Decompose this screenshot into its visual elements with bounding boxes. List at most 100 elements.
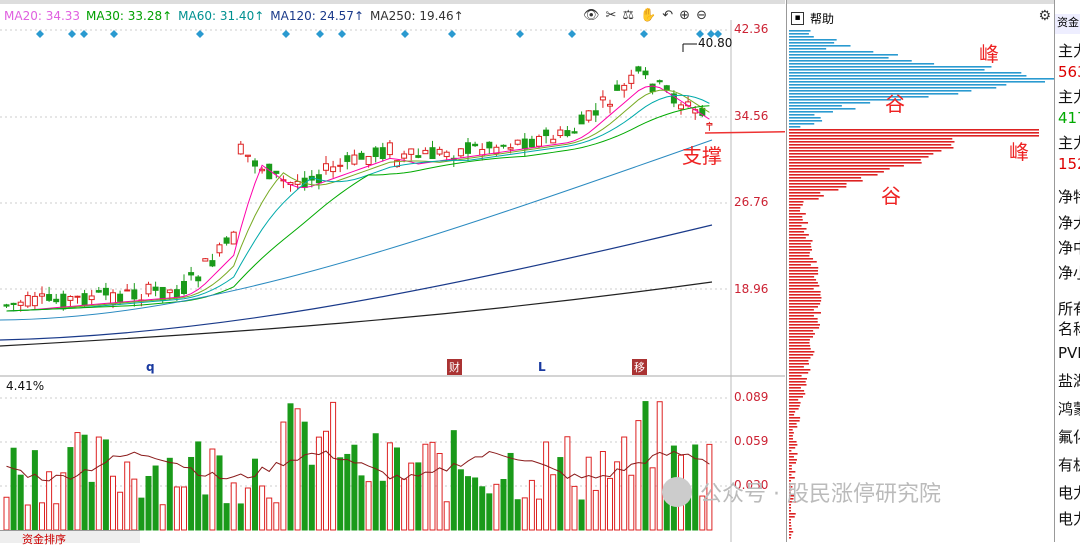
candle-body [465,142,471,154]
candle-body [536,135,542,147]
capital-row-12[interactable]: PVD [1058,344,1080,362]
help-box-icon[interactable]: ▪ [791,12,804,25]
volume-bar [173,486,180,531]
chip-bar [789,279,817,281]
volume-bar [53,503,60,531]
zoom-in-icon[interactable]: ⊕ [679,8,691,23]
chip-bar [789,513,796,515]
chip-bar [789,480,791,482]
candle-body [578,114,585,125]
candle-body [230,231,237,245]
capital-row-15[interactable]: 氟化 [1058,428,1080,446]
chip-bar [789,168,890,170]
volume-bar [699,495,706,531]
candle-body [81,293,88,306]
scissors-icon[interactable]: ✂ [605,8,617,23]
chip-bar [789,138,953,140]
chip-bar [789,264,811,266]
event-diamond [448,30,456,38]
chip-bar [789,63,935,65]
candle-body [3,304,10,307]
candle-body [706,122,713,126]
volume-bar [614,461,621,531]
candle-body [216,244,223,254]
chip-bar [789,345,811,347]
help-label[interactable]: 帮助 [810,12,835,26]
chip-bar [789,429,793,431]
capital-row-11[interactable]: 名称 [1058,320,1080,338]
gear-icon[interactable]: ⚙ [1038,8,1051,24]
volume-bar [330,401,337,531]
candle-body [95,290,102,293]
undo-icon[interactable]: ↶ [662,8,674,23]
chip-bar [789,438,794,440]
event-diamond [80,30,88,38]
chip-bar [789,285,820,287]
chip-bar [789,387,801,389]
candle-body [528,138,535,148]
eye-icon[interactable]: 👁 [583,8,600,23]
marker-q[interactable]: q [146,360,155,374]
candle-body [486,141,493,149]
candle-body [479,148,486,156]
volume-bar [528,479,535,531]
chip-bar [789,219,803,221]
candle-body [514,139,521,145]
volume-bar [706,443,713,531]
capital-row-8: 净中 [1058,239,1080,257]
zoom-out-icon[interactable]: ⊖ [696,8,707,23]
marker-move[interactable]: 移 [632,359,647,375]
event-diamond [338,30,346,38]
candle-body [436,148,443,155]
chip-bar [789,309,814,311]
chip-bar [789,294,821,296]
hand-icon[interactable]: ✋ [640,8,657,23]
capital-row-14[interactable]: 鸿蒙 [1058,400,1080,418]
event-diamond [696,30,704,38]
volume-bar [550,474,557,531]
candle-body [74,295,81,298]
candle-body [379,147,386,159]
chip-bar [789,222,809,224]
tab-capital-sort[interactable]: 资金排序 [22,533,66,546]
vol-tick-2: 0.059 [734,434,769,448]
volume-bar [429,441,436,531]
chip-bar [789,267,819,269]
chip-bar [789,306,818,308]
candle-body [628,74,635,84]
candle-body [67,295,74,301]
kline-chart-area[interactable]: MA20: 34.33 MA30: 33.28↑ MA60: 31.40↑ MA… [0,0,785,546]
capital-row-18[interactable]: 电力 [1058,510,1080,528]
capital-row-17[interactable]: 电力 [1058,484,1080,502]
marker-l[interactable]: L [538,360,546,374]
scale-icon[interactable]: ⚖ [622,8,635,23]
candle-body [521,138,528,150]
candle-body [181,280,187,295]
event-diamond [401,30,409,38]
volume-bar [60,472,67,531]
volume-bar [294,408,301,531]
volume-bar [564,436,571,531]
chip-bar [789,105,842,107]
capital-row-16[interactable]: 有机 [1058,456,1080,474]
chip-bar [789,60,912,62]
candle-body [88,295,95,301]
chip-bar [789,42,835,44]
volume-bar [216,455,223,531]
chip-bar [789,318,818,320]
volume-bar [67,447,74,531]
volume-bar [145,475,152,531]
chip-bar [789,297,822,299]
chip-bar [789,510,791,512]
marker-finance[interactable]: 财 [447,359,462,375]
chip-bar [789,90,972,92]
ma20-label: MA20: 34.33 [4,9,81,23]
candle-body [358,152,365,160]
ma-legend: MA20: 34.33 MA30: 33.28↑ MA60: 31.40↑ MA… [4,9,470,23]
price-tick-4: 18.96 [734,282,769,296]
chip-bar [789,483,796,485]
volume-bar [372,433,379,531]
capital-row-13[interactable]: 盐湖 [1058,372,1080,390]
volume-bar [202,494,209,531]
chip-bar [789,516,795,518]
